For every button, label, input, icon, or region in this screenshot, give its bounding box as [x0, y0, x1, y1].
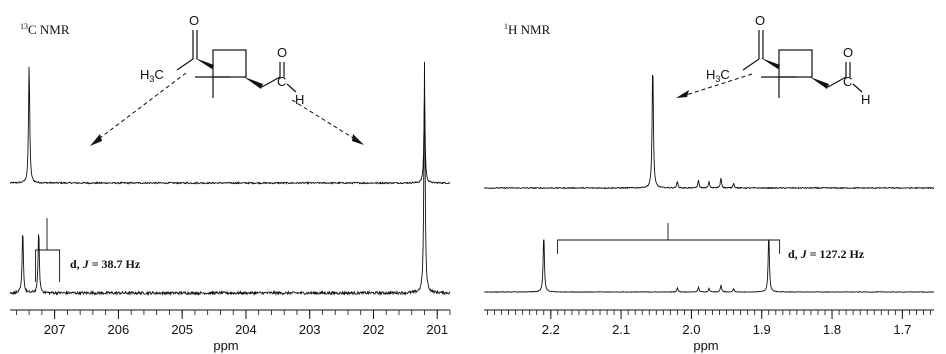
h1-x-axis-label: ppm: [693, 338, 718, 353]
h1-coupling-label: d, J = 127.2 Hz: [788, 247, 865, 261]
tick-label: 2.2: [542, 322, 560, 337]
c13-assignment-arrows: [90, 72, 364, 146]
h1-spectrum-trace-2: [483, 239, 935, 294]
h1-spectra: [483, 74, 935, 294]
tick-label: 1.7: [893, 322, 911, 337]
h1-label-superscript: 1: [504, 22, 508, 31]
tick-label: 207: [44, 322, 66, 337]
tick-label: 201: [426, 322, 448, 337]
c13-panel: 13C NMR d, J = 38.7 Hz 207 206 205 204 203 20…: [9, 13, 451, 353]
h1-ketone-oxygen: O: [755, 13, 765, 28]
tick-label: 202: [363, 322, 385, 337]
c13-aldehyde-carbon: C: [277, 74, 286, 89]
c13-panel-label: 13C NMR: [20, 22, 70, 37]
tick-label: 204: [235, 322, 257, 337]
c13-methyl-label: H3C: [140, 67, 164, 84]
c13-x-axis: 207 206 205 204 203 202 201: [10, 309, 451, 337]
tick-label: 206: [108, 322, 130, 337]
h1-aldehyde-oxygen: O: [843, 45, 853, 60]
h1-aldehyde-hydrogen: H: [861, 92, 870, 107]
c13-label-superscript: 13: [20, 22, 28, 31]
c13-molecule-structure: H3C O O C H: [140, 13, 304, 107]
h1-x-axis: 2.2 2.1 2.0 1.9 1.8 1.7: [484, 309, 934, 337]
c13-spectra: [9, 61, 451, 297]
c13-ketone-oxygen: O: [189, 13, 199, 28]
h1-panel-label: 1H NMR: [504, 22, 551, 37]
h1-doublet-bracket: d, J = 127.2 Hz: [557, 223, 865, 261]
c13-x-axis-label: ppm: [213, 338, 238, 353]
c13-aldehyde-oxygen: O: [277, 45, 287, 60]
c13-label-text: C NMR: [28, 22, 70, 37]
c13-spectrum-trace-2: [9, 61, 451, 297]
tick-label: 1.9: [753, 322, 771, 337]
c13-doublet-bracket: d, J = 38.7 Hz: [35, 218, 141, 282]
h1-molecule-structure: H3C O O C H: [706, 13, 870, 107]
tick-label: 203: [299, 322, 321, 337]
c13-aldehyde-hydrogen: H: [295, 92, 304, 107]
h1-panel: 1H NMR d, J = 127.2 Hz 2.2 2.1 2.0 1.9 1.8 1.…: [483, 13, 935, 353]
c13-spectrum-trace-1: [9, 66, 451, 185]
h1-aldehyde-carbon: C: [843, 74, 852, 89]
h1-methyl-label: H3C: [706, 67, 730, 84]
tick-label: 1.8: [823, 322, 841, 337]
h1-assignment-arrows: [676, 73, 753, 98]
h1-spectrum-trace-1: [483, 74, 935, 190]
tick-label: 2.0: [682, 322, 700, 337]
h1-label-text: H NMR: [508, 22, 551, 37]
tick-label: 2.1: [612, 322, 630, 337]
tick-label: 205: [171, 322, 193, 337]
c13-coupling-label: d, J = 38.7 Hz: [70, 257, 141, 271]
